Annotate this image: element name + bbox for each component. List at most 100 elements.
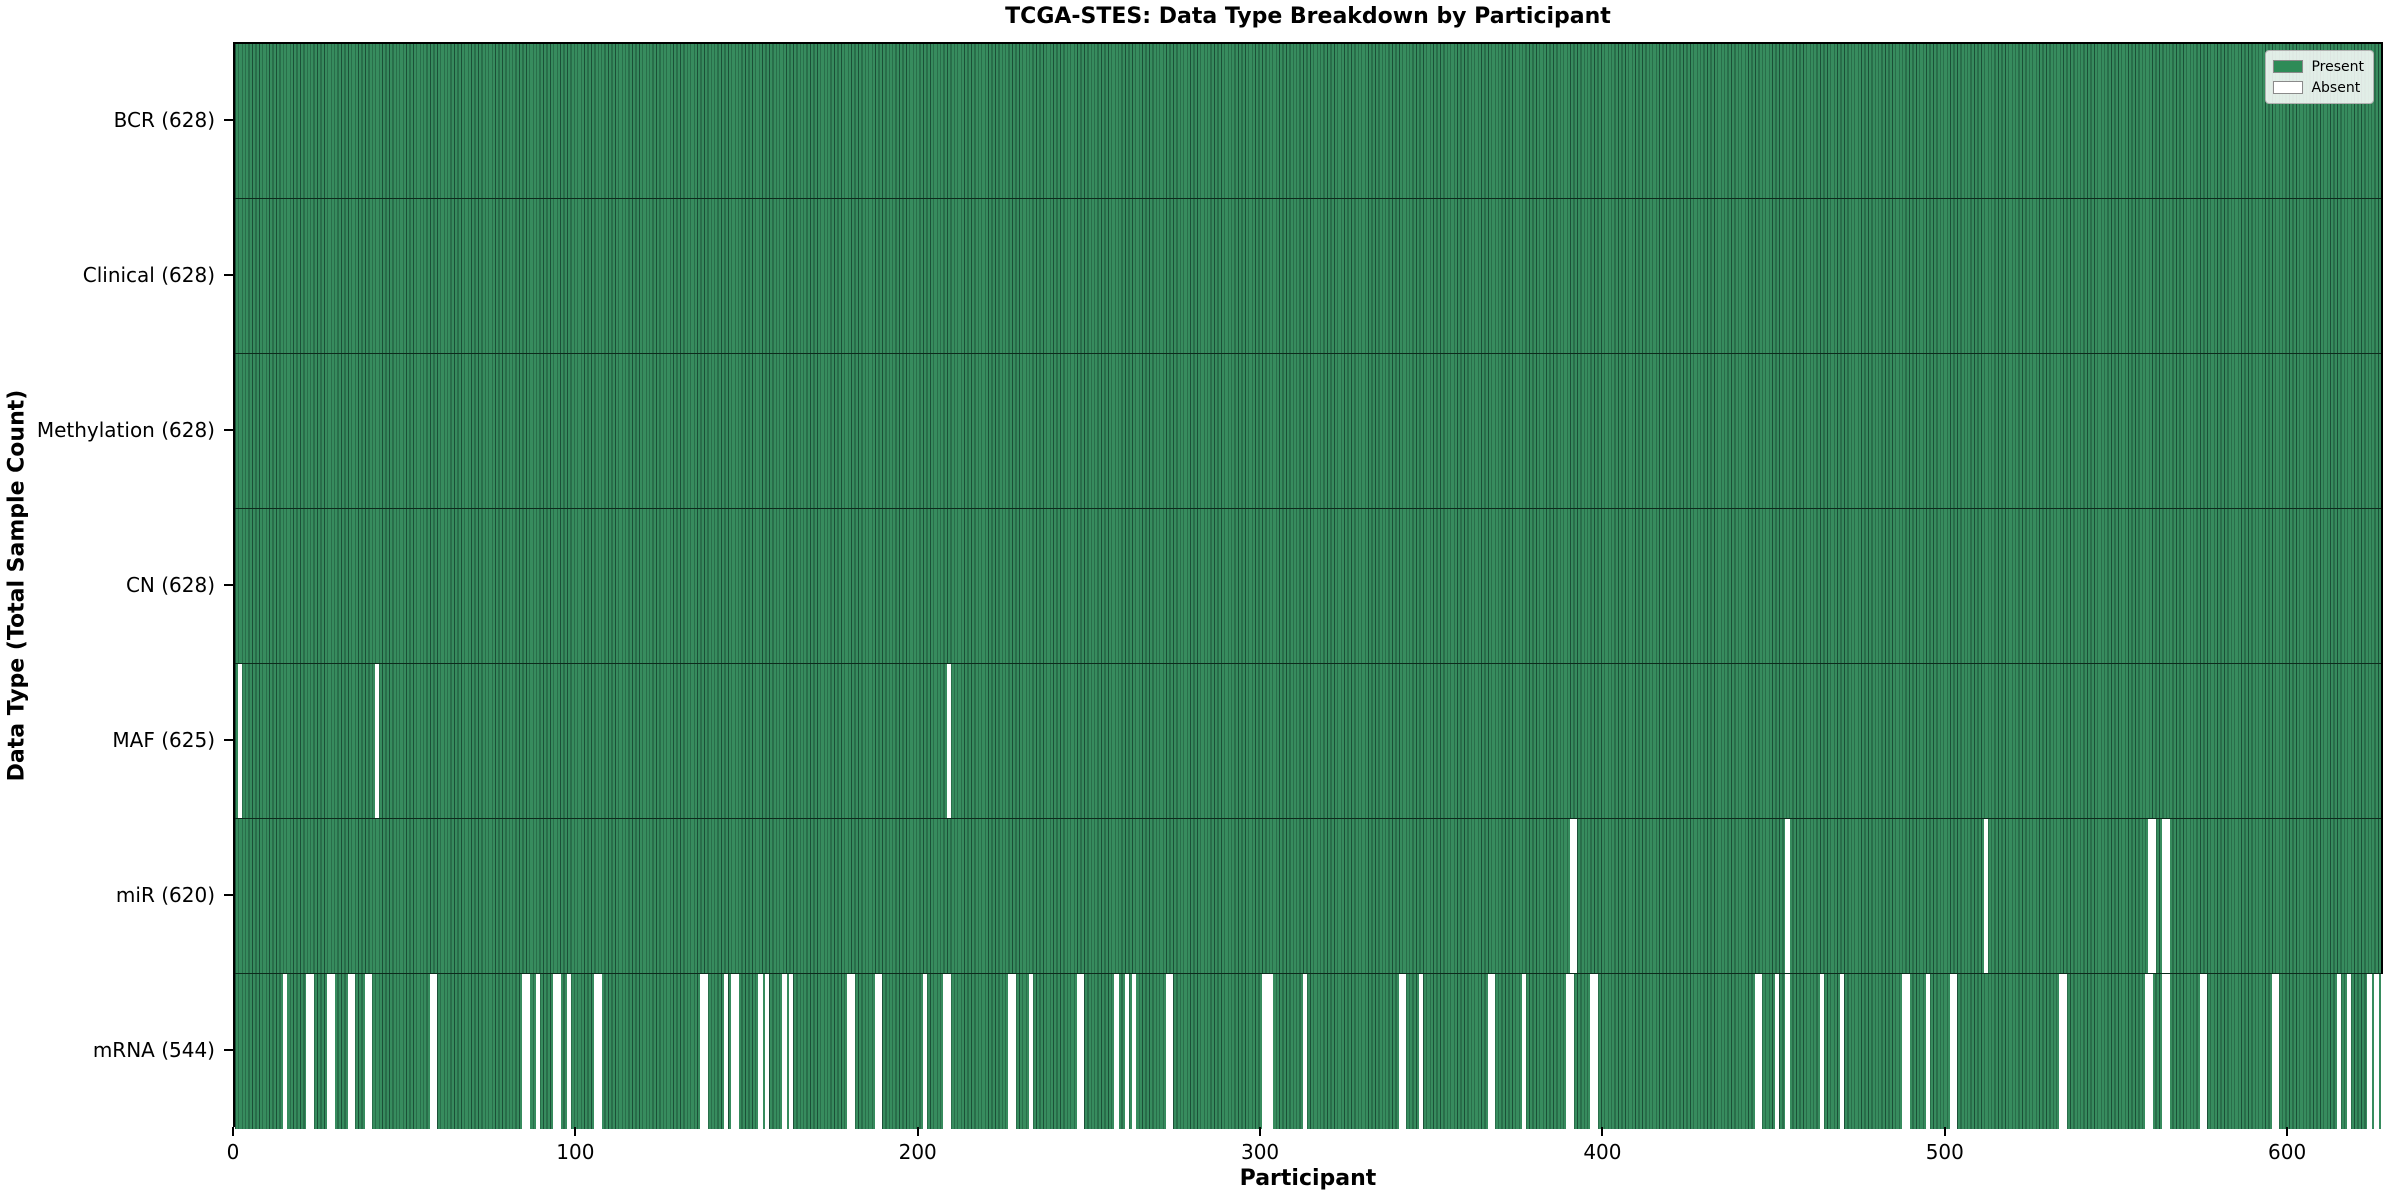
absent-gap — [2151, 819, 2157, 973]
absent-gap — [2148, 819, 2153, 973]
legend-entry-present: Present — [2273, 56, 2364, 77]
absent-gap — [1419, 974, 1424, 1129]
absent-gap — [1573, 819, 1578, 973]
absent-gap — [347, 974, 352, 1129]
absent-gap — [2144, 974, 2150, 1129]
absent-gap — [1261, 974, 1266, 1129]
absent-gap — [2148, 974, 2153, 1129]
absent-gap — [1590, 974, 1595, 1129]
absent-gap — [724, 974, 729, 1129]
row-mRNA — [235, 974, 2386, 1129]
absent-gap — [1124, 974, 1129, 1129]
absent-gap — [327, 974, 332, 1129]
absent-gap — [946, 664, 951, 818]
absent-gap — [734, 974, 739, 1129]
absent-gap — [2374, 974, 2379, 1129]
absent-gap — [1953, 974, 1958, 1129]
x-tick-mark — [232, 1127, 234, 1136]
absent-gap — [1984, 819, 1989, 973]
absent-gap — [309, 974, 315, 1129]
absent-gap — [1925, 974, 1931, 1129]
absent-gap — [522, 974, 527, 1129]
plot-area: Present Absent — [233, 42, 2386, 1129]
absent-gap — [789, 974, 794, 1129]
absent-gap — [2062, 974, 2067, 1129]
absent-gap — [1028, 974, 1034, 1129]
absent-gap — [1949, 974, 1955, 1129]
absent-gap — [525, 974, 530, 1129]
absent-gap — [374, 664, 380, 818]
x-tick-label-300: 300 — [1240, 1140, 1280, 1164]
absent-gap — [351, 974, 356, 1129]
absent-gap — [758, 974, 763, 1129]
absent-gap — [2165, 974, 2170, 1129]
absent-gap — [1302, 974, 1307, 1129]
row-CN — [235, 509, 2381, 664]
absent-gap — [306, 974, 311, 1129]
y-tick-label-BCR: BCR (628) — [113, 107, 215, 132]
legend-swatch-present — [2273, 60, 2304, 73]
y-tick-mark — [224, 428, 233, 431]
absent-gap — [1169, 974, 1174, 1129]
x-tick-label-600: 600 — [2268, 1140, 2307, 1164]
y-tick-mark — [224, 893, 233, 896]
absent-gap — [703, 974, 708, 1129]
absent-gap — [1491, 974, 1496, 1129]
absent-gap — [782, 974, 787, 1129]
absent-gap — [1775, 974, 1780, 1129]
absent-gap — [2381, 974, 2386, 1129]
x-axis-label: Participant — [1239, 1166, 1377, 1191]
absent-gap — [368, 974, 373, 1129]
y-tick-mark — [224, 273, 233, 276]
absent-gap — [597, 974, 602, 1129]
y-tick-label-MAF: MAF (625) — [112, 727, 215, 752]
row-miR — [235, 819, 2381, 974]
absent-gap — [765, 974, 770, 1129]
absent-gap — [1901, 974, 1907, 1129]
absent-gap — [850, 974, 856, 1129]
absent-gap — [556, 974, 561, 1129]
absent-gap — [2367, 974, 2372, 1129]
absent-gap — [2199, 974, 2204, 1129]
row-BCR — [235, 44, 2381, 199]
x-tick-label-200: 200 — [898, 1140, 937, 1164]
absent-gap — [2275, 974, 2280, 1129]
legend-swatch-absent — [2273, 81, 2304, 94]
absent-gap — [731, 974, 736, 1129]
x-tick-mark — [574, 1127, 577, 1136]
y-tick-mark — [224, 1048, 233, 1051]
y-tick-label-Methylation: Methylation (628) — [36, 417, 215, 442]
absent-gap — [946, 974, 951, 1129]
absent-gap — [330, 974, 335, 1129]
absent-gap — [1819, 974, 1824, 1129]
x-tick-mark — [2286, 1127, 2289, 1136]
absent-gap — [943, 974, 948, 1129]
row-Clinical — [235, 199, 2381, 354]
absent-gap — [1165, 974, 1171, 1129]
y-tick-mark — [224, 738, 233, 741]
absent-gap — [1268, 974, 1273, 1129]
absent-gap — [1114, 974, 1119, 1129]
legend-entry-absent: Absent — [2273, 77, 2364, 98]
x-tick-label-100: 100 — [556, 1140, 595, 1164]
absent-gap — [1905, 974, 1910, 1129]
absent-gap — [700, 974, 705, 1129]
absent-gap — [1011, 974, 1016, 1129]
y-tick-label-Clinical: Clinical (628) — [82, 262, 215, 287]
legend-label: Present — [2311, 58, 2364, 75]
absent-gap — [566, 974, 571, 1129]
x-tick-mark — [916, 1127, 919, 1136]
absent-gap — [847, 974, 852, 1129]
absent-gap — [1008, 974, 1013, 1129]
x-tick-mark — [1943, 1127, 1946, 1136]
absent-gap — [429, 974, 434, 1129]
y-tick-mark — [224, 583, 233, 586]
chart-title: TCGA-STES: Data Type Breakdown by Partic… — [1005, 4, 1611, 29]
y-tick-mark — [224, 118, 233, 121]
absent-gap — [2165, 819, 2170, 973]
absent-gap — [1080, 974, 1085, 1129]
absent-gap — [1402, 974, 1407, 1129]
absent-gap — [1398, 974, 1403, 1129]
x-tick-mark — [1601, 1127, 1604, 1136]
